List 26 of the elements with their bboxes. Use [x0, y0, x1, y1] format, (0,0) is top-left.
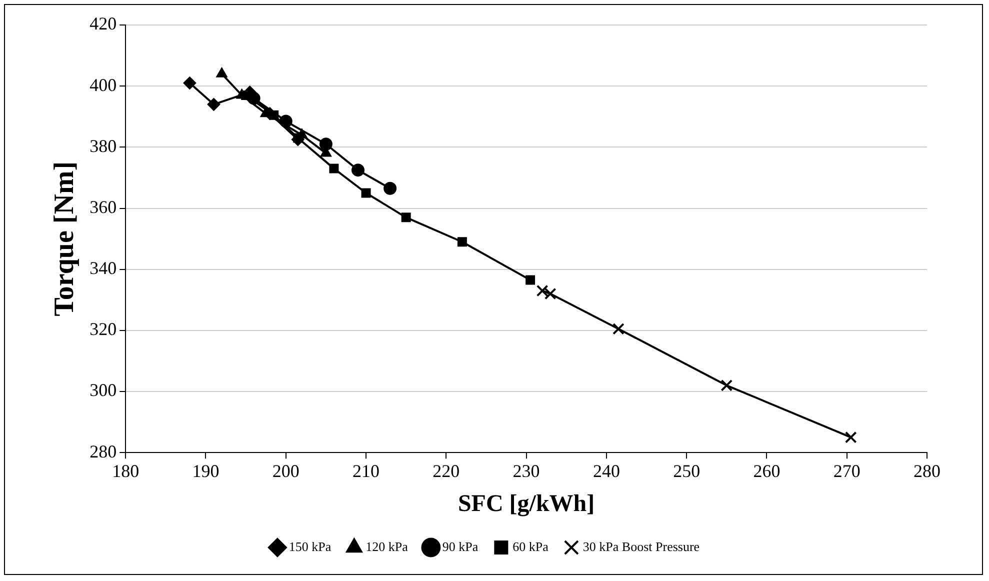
y-axis-title: Torque [Nm]: [49, 161, 80, 316]
x-tick-label: 230: [512, 461, 540, 482]
legend-label: 120 kPa: [366, 538, 408, 554]
x-tick-label: 200: [272, 461, 300, 482]
x-tick-label: 240: [592, 461, 620, 482]
y-tick-label: 400: [90, 74, 117, 95]
y-tick-label: 420: [90, 14, 117, 34]
x-tick-label: 180: [112, 461, 140, 482]
y-tick-label: 360: [90, 196, 117, 217]
y-tick-label: 340: [90, 258, 117, 278]
legend-label: 60 kPa: [512, 538, 549, 554]
y-tick-label: 280: [90, 441, 117, 462]
y-tick-label: 320: [90, 319, 117, 340]
x-tick-label: 280: [914, 461, 940, 482]
x-tick-label: 250: [673, 461, 700, 482]
legend-label: 150 kPa: [288, 538, 332, 554]
legend-label: 30 kPa Boost Pressure: [582, 538, 700, 554]
x-tick-label: 270: [833, 461, 860, 482]
x-tick-label: 190: [192, 461, 220, 482]
y-tick-label: 380: [90, 136, 117, 156]
x-tick-label: 210: [352, 461, 380, 482]
x-axis-title: SFC [g/kWh]: [458, 490, 595, 517]
legend-label: 90 kPa: [442, 538, 478, 554]
y-tick-label: 300: [90, 380, 117, 400]
x-tick-label: 220: [432, 461, 460, 482]
x-tick-label: 260: [753, 461, 780, 482]
